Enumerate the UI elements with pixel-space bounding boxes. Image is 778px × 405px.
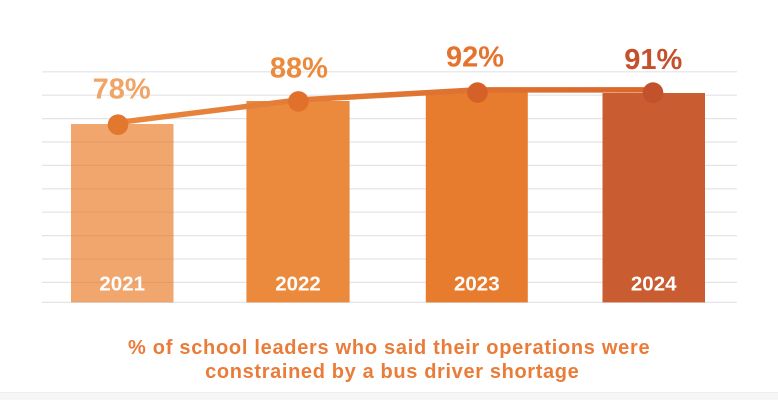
svg-text:91%: 91% (624, 44, 682, 76)
svg-text:2021: 2021 (99, 273, 145, 296)
svg-text:2022: 2022 (275, 273, 321, 296)
svg-text:2024: 2024 (631, 273, 677, 296)
svg-text:92%: 92% (446, 41, 504, 73)
svg-text:2023: 2023 (454, 273, 500, 296)
svg-text:% of school leaders who said t: % of school leaders who said their opera… (128, 337, 650, 359)
svg-text:88%: 88% (270, 53, 328, 85)
svg-text:78%: 78% (93, 73, 151, 105)
svg-text:constrained by a bus driver sh: constrained by a bus driver shortage (205, 361, 579, 383)
